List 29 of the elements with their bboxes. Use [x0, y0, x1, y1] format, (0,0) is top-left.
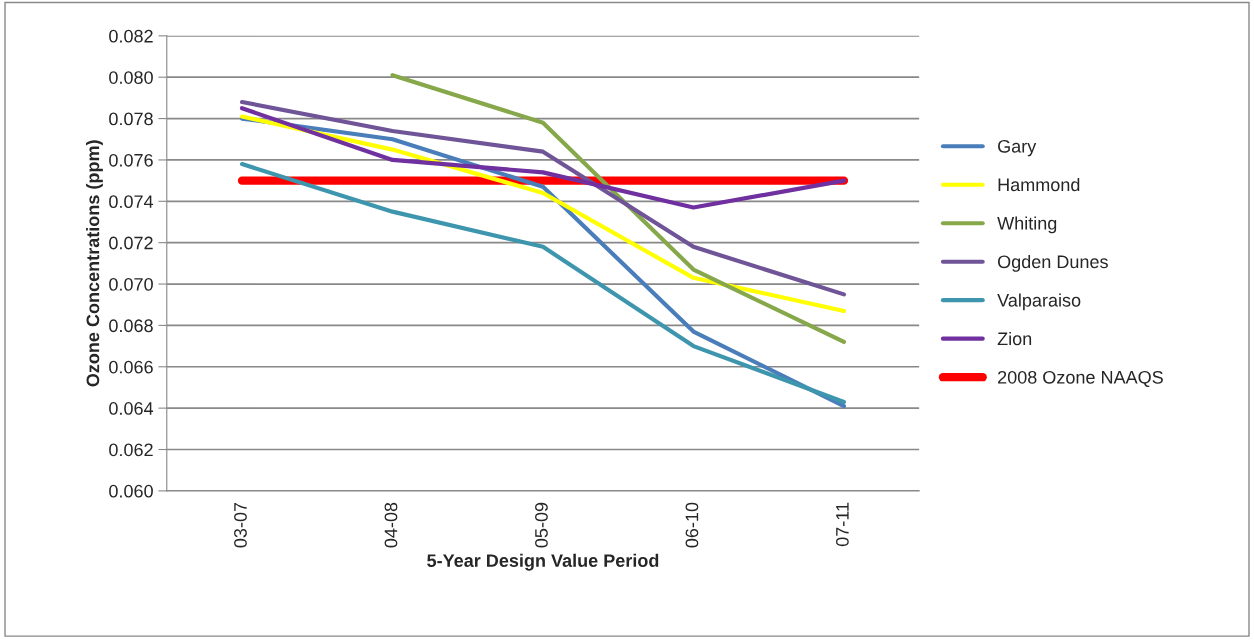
y-tick-label: 0.070	[109, 277, 153, 291]
legend-label: Whiting	[997, 216, 1057, 234]
y-tick-label: 0.080	[109, 71, 153, 84]
legend-label: Gary	[998, 139, 1037, 157]
y-tick-label: 0.060	[109, 484, 153, 498]
y-tick-label: 0.066	[109, 360, 153, 374]
legend-label: 2008 Ozone NAAQS	[998, 370, 1163, 387]
legend-label: Ogden Dunes	[997, 254, 1108, 272]
line-series	[239, 161, 847, 405]
y-axis-title: Ozone Concentrations (ppm)	[86, 140, 103, 387]
x-tick-label: 05-09	[535, 502, 548, 548]
line-series	[390, 73, 847, 345]
y-tick-label: 0.072	[109, 236, 153, 250]
legend-label: Valparaiso	[997, 293, 1081, 311]
y-tick-label: 0.062	[109, 443, 153, 457]
y-tick-label: 0.074	[109, 195, 154, 209]
y-tick-label: 0.064	[109, 402, 154, 415]
legend-label: Hammond	[998, 177, 1080, 192]
line-series	[239, 106, 847, 210]
x-axis-title: 5-Year Design Value Period	[427, 553, 659, 571]
x-tick-label: 03-07	[234, 502, 247, 548]
y-tick-label: 0.068	[109, 319, 153, 333]
x-tick-label: 07-11	[836, 502, 849, 547]
y-tick-label: 0.076	[109, 153, 153, 167]
legend-label: Zion	[997, 331, 1032, 346]
y-tick-label: 0.082	[109, 29, 153, 43]
y-tick-label: 0.078	[109, 112, 153, 126]
x-tick-label: 06-10	[685, 502, 699, 548]
x-tick-label: 04-08	[384, 502, 398, 548]
